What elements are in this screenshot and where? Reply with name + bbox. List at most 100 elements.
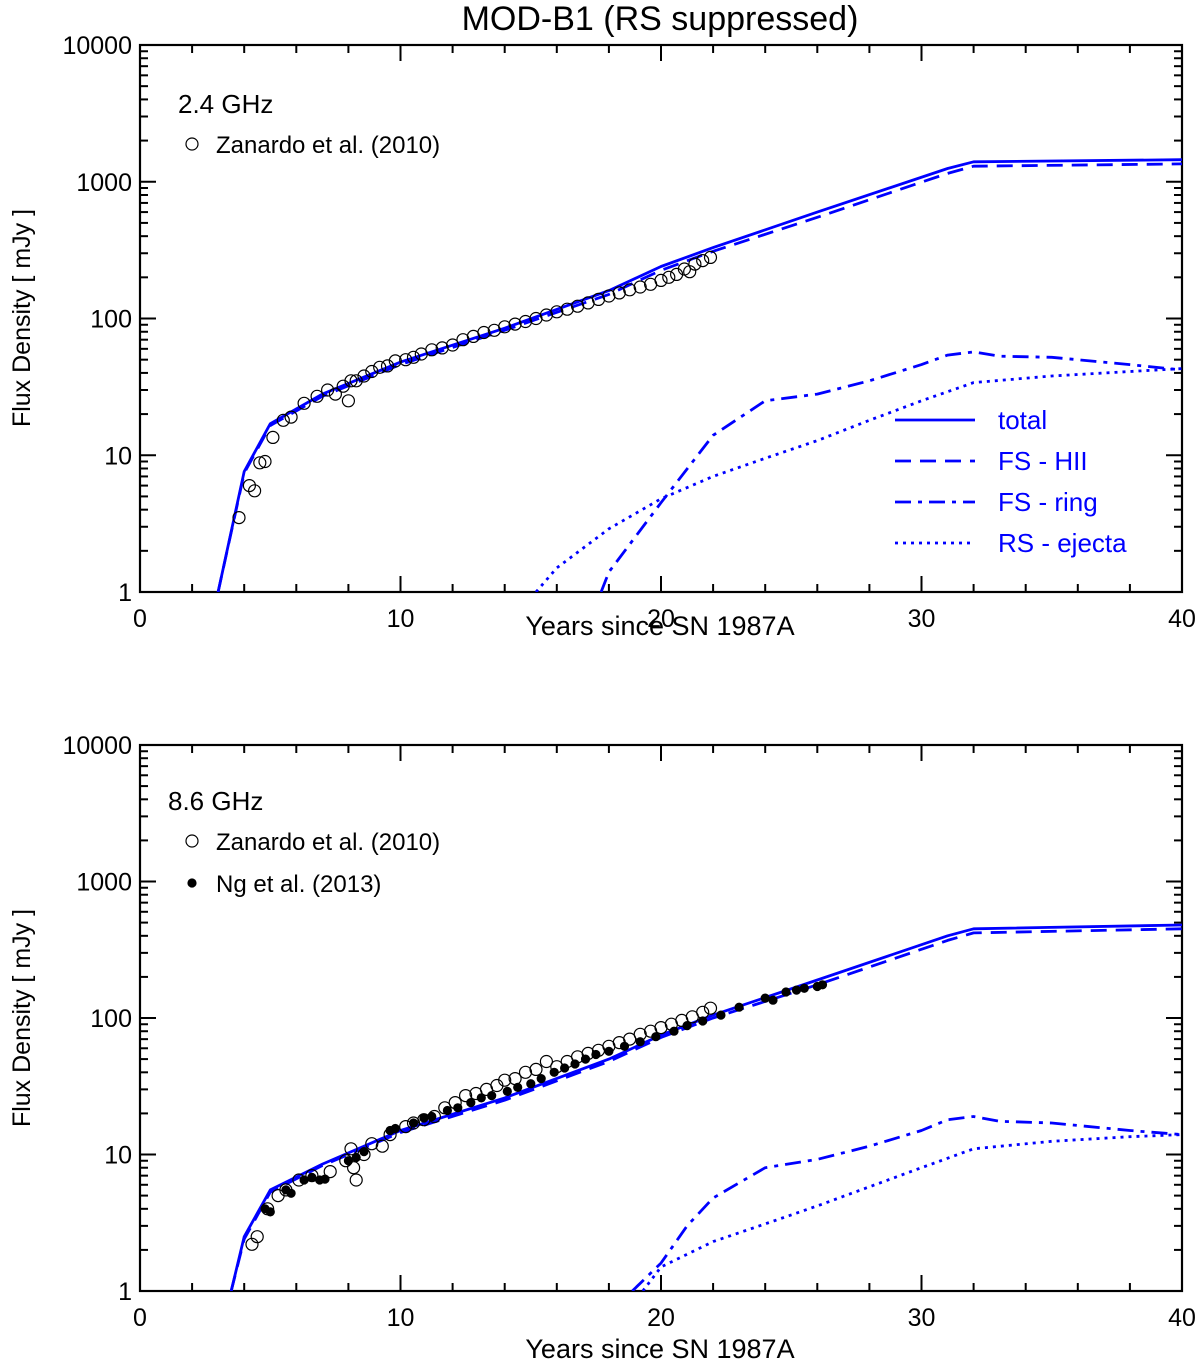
data-point-filled xyxy=(768,995,778,1005)
legend-marker xyxy=(185,137,199,151)
data-point-open xyxy=(688,257,702,271)
series-total-line xyxy=(229,923,1182,1291)
y-tick-label: 10000 xyxy=(62,732,132,760)
x-axis-title: Years since SN 1987A xyxy=(525,611,794,641)
data-point-open xyxy=(321,383,335,397)
data-point-open xyxy=(399,353,413,367)
series-rs-ejecta-line xyxy=(641,1133,1182,1291)
data-point-filled xyxy=(781,987,791,997)
data-point-open xyxy=(508,317,522,331)
model-legend: total FS - HII FS - ring RS - ejecta xyxy=(895,405,1127,558)
data-point-open xyxy=(560,302,574,316)
x-tick-label: 0 xyxy=(133,605,147,633)
legend-label: total xyxy=(998,405,1047,435)
data-point-filled xyxy=(669,1026,679,1036)
data-point-filled xyxy=(619,1041,630,1051)
data-point-open xyxy=(365,1137,379,1151)
data-point-open xyxy=(662,270,676,284)
data-point-open xyxy=(518,1065,533,1079)
x-tick-label: 20 xyxy=(647,1304,675,1332)
data-point-open xyxy=(250,1230,264,1244)
data-point-open xyxy=(602,289,616,303)
legend-label: RS - ejecta xyxy=(998,528,1127,558)
series-fs-ring-line xyxy=(599,350,1182,592)
x-tick-label: 20 xyxy=(647,605,675,633)
series-total-line xyxy=(216,158,1182,592)
data-point-open xyxy=(703,1001,718,1015)
data-point-filled xyxy=(466,1097,476,1108)
data-point-open xyxy=(357,369,371,383)
data-point-open xyxy=(459,1088,473,1103)
data-point-open xyxy=(248,484,262,498)
x-tick-label: 30 xyxy=(908,1304,936,1332)
data-point-open xyxy=(373,360,387,374)
y-axis-title: Flux Density [ mJy ] xyxy=(8,209,36,427)
model-curves xyxy=(216,158,1182,592)
data-point-open xyxy=(696,254,710,268)
data-point-open xyxy=(498,320,512,334)
data-point-filled xyxy=(408,1118,419,1128)
data-point-open xyxy=(344,374,358,388)
x-tick-label: 30 xyxy=(908,605,936,633)
data-point-open xyxy=(550,305,564,319)
legend-label: Ng et al. (2013) xyxy=(216,871,381,898)
data-point-open xyxy=(498,1073,512,1087)
data-point-filled xyxy=(799,983,809,993)
y-axis-title: Flux Density [ mJy ] xyxy=(8,909,36,1127)
data-point-open xyxy=(349,374,363,388)
legend-marker xyxy=(187,878,197,888)
panel-2-4-ghz: 2.4 GHz Years since SN 1987A Flux Densit… xyxy=(8,32,1196,641)
y-tick-label: 10 xyxy=(104,442,132,470)
data-point-open xyxy=(388,354,402,368)
data-point-filled xyxy=(580,1054,591,1064)
legend-label: Zanardo et al. (2010) xyxy=(216,132,440,159)
y-tick-label: 100 xyxy=(90,306,132,334)
data-point-open xyxy=(242,479,256,493)
data-point-open xyxy=(623,283,637,297)
data-point-filled xyxy=(320,1174,330,1184)
data-point-open xyxy=(323,1164,337,1179)
data-point-filled xyxy=(453,1103,463,1113)
data-point-open xyxy=(253,456,267,470)
plot-frame xyxy=(138,743,1184,1293)
y-tick-label: 1 xyxy=(118,579,132,607)
series-fs-hii-line xyxy=(229,927,1182,1291)
x-tick-label: 40 xyxy=(1168,605,1196,633)
data-point-filled xyxy=(476,1093,486,1103)
data-point-open xyxy=(344,1142,358,1156)
observations xyxy=(232,250,718,525)
data-point-open xyxy=(446,338,460,352)
legend-marker xyxy=(185,834,199,848)
data-point-open xyxy=(406,350,421,364)
y-tick-label: 1000 xyxy=(76,869,132,897)
series-rs-ejecta-line xyxy=(534,367,1182,592)
x-tick-label: 10 xyxy=(387,605,415,633)
data-point-open xyxy=(297,396,311,410)
data-point-open xyxy=(266,430,280,444)
data-point-filled xyxy=(604,1046,614,1056)
data-point-filled xyxy=(513,1082,523,1093)
data-point-filled xyxy=(682,1020,692,1031)
panel-label: 8.6 GHz xyxy=(168,786,263,816)
data-point-filled xyxy=(502,1086,512,1097)
data-point-filled xyxy=(419,1113,429,1123)
y-tick-label: 10000 xyxy=(62,32,132,60)
data-point-open xyxy=(539,1054,554,1069)
y-tick-label: 1 xyxy=(118,1278,132,1306)
data-point-open xyxy=(612,286,626,300)
data-point-filled xyxy=(299,1175,309,1185)
y-tick-label: 10 xyxy=(104,1142,132,1170)
data-point-filled xyxy=(549,1067,559,1077)
data-point-open xyxy=(349,1173,363,1187)
figure-title: MOD-B1 (RS suppressed) xyxy=(462,0,859,38)
data-legend: Zanardo et al. (2010) xyxy=(185,132,440,159)
data-point-open xyxy=(276,413,290,427)
data-point-filled xyxy=(343,1156,353,1166)
data-point-filled xyxy=(390,1123,400,1134)
data-point-filled xyxy=(427,1111,437,1122)
data-point-open xyxy=(347,1161,361,1175)
x-tick-label: 0 xyxy=(133,1304,147,1332)
data-point-open xyxy=(654,273,668,287)
series-fs-hii-line xyxy=(216,162,1182,592)
